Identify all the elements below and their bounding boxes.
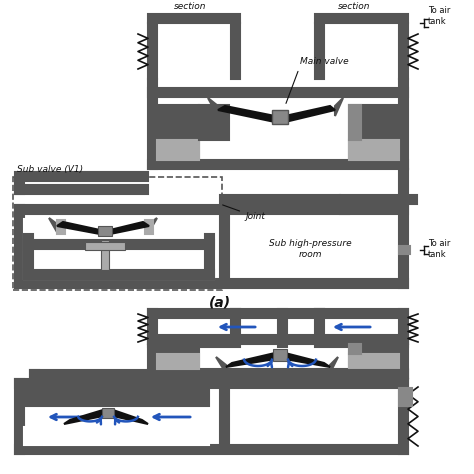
Bar (15, 172, 148, 181)
Text: Driver
section: Driver section (338, 0, 370, 11)
Bar (205, 234, 214, 279)
Bar (399, 309, 408, 344)
Bar (85, 242, 125, 250)
Polygon shape (113, 410, 148, 424)
Polygon shape (64, 410, 103, 424)
Bar (220, 214, 229, 279)
Bar (399, 379, 408, 454)
Bar (148, 88, 408, 97)
Bar (399, 388, 412, 406)
Polygon shape (149, 218, 157, 232)
Text: Driven
section: Driven section (174, 0, 206, 11)
Text: To air
tank: To air tank (428, 6, 450, 26)
Bar (24, 219, 214, 279)
Bar (349, 344, 399, 369)
Bar (399, 335, 408, 378)
Bar (101, 240, 109, 270)
Bar (145, 220, 153, 234)
Bar (273, 349, 287, 361)
Polygon shape (57, 222, 100, 234)
Bar (148, 309, 240, 318)
Polygon shape (285, 353, 330, 367)
Polygon shape (285, 106, 335, 122)
Polygon shape (218, 106, 275, 122)
Polygon shape (208, 98, 218, 116)
Bar (349, 105, 399, 160)
Bar (30, 370, 150, 379)
Text: Sub valve (V1): Sub valve (V1) (17, 165, 83, 174)
Text: Joint: Joint (223, 205, 265, 221)
Bar (315, 14, 408, 23)
Bar (15, 379, 24, 454)
Bar (30, 370, 39, 388)
Bar (15, 205, 408, 214)
Text: Main valve: Main valve (286, 57, 348, 103)
Bar (315, 309, 324, 344)
Bar (272, 110, 288, 124)
Bar (349, 344, 361, 354)
Polygon shape (110, 222, 149, 234)
Bar (15, 185, 148, 194)
Bar (148, 14, 240, 23)
Bar (399, 23, 408, 79)
Bar (340, 205, 349, 214)
Bar (157, 344, 199, 369)
Polygon shape (226, 353, 275, 367)
Bar (349, 140, 399, 160)
Bar (220, 370, 408, 379)
Bar (24, 234, 33, 279)
Bar (349, 105, 361, 140)
Bar (15, 205, 24, 288)
Polygon shape (49, 218, 57, 232)
Bar (315, 345, 408, 347)
Bar (231, 309, 324, 318)
Text: (a): (a) (209, 296, 231, 310)
Bar (157, 140, 199, 160)
Bar (102, 408, 114, 418)
Bar (15, 445, 408, 454)
Bar (399, 205, 408, 288)
Bar (148, 160, 408, 169)
Bar (30, 379, 150, 388)
Bar (24, 427, 209, 445)
Bar (315, 23, 324, 79)
Bar (349, 354, 399, 369)
Bar (220, 370, 229, 388)
Bar (220, 195, 340, 204)
Bar (24, 240, 214, 249)
Bar (148, 335, 408, 344)
Bar (57, 220, 65, 234)
Bar (315, 309, 408, 318)
Polygon shape (335, 98, 343, 116)
Bar (15, 379, 408, 388)
Bar (148, 79, 157, 169)
Bar (148, 369, 408, 378)
Bar (278, 309, 287, 347)
Bar (148, 309, 157, 344)
Text: To air
tank: To air tank (428, 239, 450, 259)
Bar (157, 105, 199, 160)
Bar (148, 345, 240, 347)
Bar (399, 169, 408, 194)
Text: Sub high-pressure
room: Sub high-pressure room (269, 239, 351, 259)
Bar (399, 79, 408, 169)
Polygon shape (330, 357, 338, 373)
Bar (157, 354, 199, 369)
Bar (15, 279, 408, 288)
Bar (24, 270, 214, 279)
Bar (399, 246, 410, 254)
Bar (231, 23, 240, 79)
Bar (98, 226, 112, 236)
Polygon shape (216, 357, 226, 373)
Bar (148, 23, 157, 79)
Bar (220, 379, 229, 445)
Bar (13, 177, 222, 290)
Bar (15, 176, 24, 194)
Bar (199, 105, 229, 140)
Bar (340, 195, 417, 204)
Bar (24, 388, 209, 406)
Bar (148, 335, 157, 378)
Bar (231, 309, 240, 344)
